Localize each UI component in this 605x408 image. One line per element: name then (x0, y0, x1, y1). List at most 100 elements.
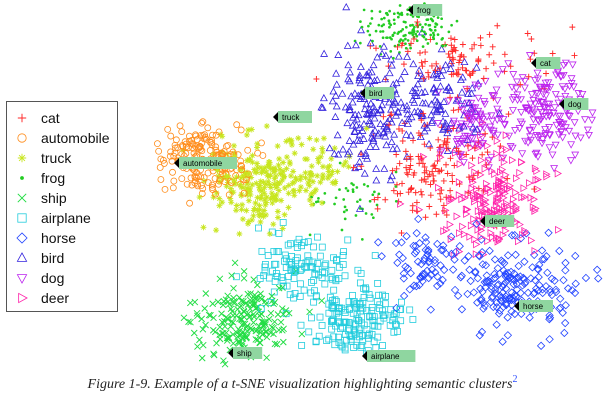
scatter-point-truck (233, 202, 240, 209)
scatter-point-dog (512, 85, 521, 93)
annotation-bird: bird (360, 87, 395, 99)
legend-label: bird (41, 250, 65, 266)
scatter-point-airplane (375, 291, 383, 299)
scatter-point-frog (429, 17, 433, 21)
scatter-point-deer (484, 237, 492, 245)
scatter-point-cat (409, 207, 416, 214)
scatter-point-airplane (332, 297, 340, 305)
scatter-point-dog (534, 90, 543, 98)
scatter-point-automobile (198, 190, 206, 197)
scatter-point-bird (387, 171, 396, 180)
scatter-point-bird (348, 113, 357, 121)
scatter-point-bird (374, 129, 383, 137)
scatter-point-airplane (304, 238, 312, 246)
scatter-point-horse (421, 237, 431, 247)
scatter-point-horse (531, 276, 540, 285)
legend-item-deer: deer (7, 288, 117, 308)
scatter-point-airplane (316, 313, 324, 321)
scatter-point-truck (305, 180, 312, 187)
scatter-point-dog (480, 100, 489, 109)
scatter-point-deer (521, 228, 529, 237)
scatter-point-deer (477, 226, 486, 235)
scatter-point-frog (390, 37, 393, 41)
scatter-point-bird (367, 133, 376, 141)
scatter-point-horse (510, 309, 520, 319)
scatter-point-truck (261, 196, 268, 203)
scatter-point-ship (205, 311, 213, 319)
scatter-point-horse (417, 259, 426, 269)
scatter-point-truck (246, 170, 253, 177)
scatter-point-deer (446, 220, 454, 229)
scatter-point-airplane (283, 282, 291, 290)
scatter-point-dog (532, 149, 541, 158)
scatter-point-airplane (359, 337, 367, 345)
scatter-point-horse (422, 266, 432, 275)
scatter-point-frog (369, 22, 372, 25)
scatter-point-truck (274, 208, 281, 215)
scatter-point-bird (361, 149, 370, 157)
scatter-point-automobile (254, 149, 262, 157)
scatter-point-dog (566, 157, 575, 165)
scatter-point-airplane (365, 291, 373, 299)
scatter-point-automobile (182, 143, 190, 151)
scatter-point-dog (476, 126, 484, 134)
scatter-point-horse (520, 279, 529, 288)
scatter-point-airplane (341, 346, 349, 354)
scatter-point-frog (426, 42, 430, 45)
scatter-point-bird (370, 114, 379, 122)
scatter-point-airplane (380, 314, 388, 322)
scatter-point-bird (406, 131, 415, 139)
scatter-point-bird (386, 175, 395, 184)
scatter-point-deer (468, 161, 476, 170)
scatter-point-frog (316, 200, 320, 203)
scatter-point-airplane (321, 269, 328, 277)
scatter-point-automobile (224, 141, 232, 149)
scatter-point-bird (351, 40, 360, 49)
scatter-point-truck (267, 165, 274, 172)
scatter-point-cat (418, 59, 425, 66)
scatter-point-bird (360, 104, 369, 113)
scatter-point-deer (516, 168, 524, 177)
scatter-point-horse (416, 272, 425, 282)
scatter-point-deer (468, 184, 476, 193)
scatter-point-airplane (290, 275, 298, 282)
scatter-point-dog (557, 127, 566, 136)
scatter-point-automobile (199, 132, 207, 139)
scatter-point-truck (260, 179, 267, 186)
scatter-point-bird (364, 68, 373, 76)
scatter-point-airplane (349, 309, 357, 317)
scatter-point-bird (392, 78, 401, 87)
scatter-point-automobile (161, 186, 169, 193)
scatter-point-horse (393, 258, 402, 267)
scatter-point-truck (278, 197, 285, 204)
scatter-point-truck (250, 207, 257, 214)
scatter-point-horse (438, 275, 447, 285)
scatter-point-dog (558, 120, 567, 128)
scatter-point-horse (501, 269, 510, 278)
scatter-point-deer (494, 237, 502, 246)
scatter-point-dog (539, 90, 548, 99)
scatter-point-bird (354, 110, 363, 119)
scatter-point-truck (283, 138, 290, 145)
scatter-point-horse (561, 266, 570, 275)
scatter-point-airplane (269, 267, 276, 275)
scatter-point-ship (210, 350, 217, 358)
scatter-point-deer (501, 208, 509, 217)
scatter-point-horse (507, 307, 516, 316)
scatter-point-deer (456, 229, 464, 238)
scatter-point-frog (379, 30, 382, 33)
scatter-point-dog (541, 79, 550, 87)
scatter-point-horse (451, 248, 460, 257)
scatter-point-horse (437, 245, 446, 255)
legend-marker-plus-icon (17, 113, 27, 123)
scatter-point-cat (374, 194, 381, 201)
scatter-point-airplane (379, 307, 386, 315)
scatter-point-frog (412, 29, 416, 33)
scatter-point-cat (422, 214, 429, 221)
scatter-point-truck (288, 141, 295, 148)
scatter-point-airplane (267, 299, 275, 306)
scatter-point-cat (465, 174, 472, 181)
scatter-point-frog (401, 39, 405, 42)
scatter-point-deer (484, 158, 493, 167)
scatter-point-bird (330, 149, 339, 158)
